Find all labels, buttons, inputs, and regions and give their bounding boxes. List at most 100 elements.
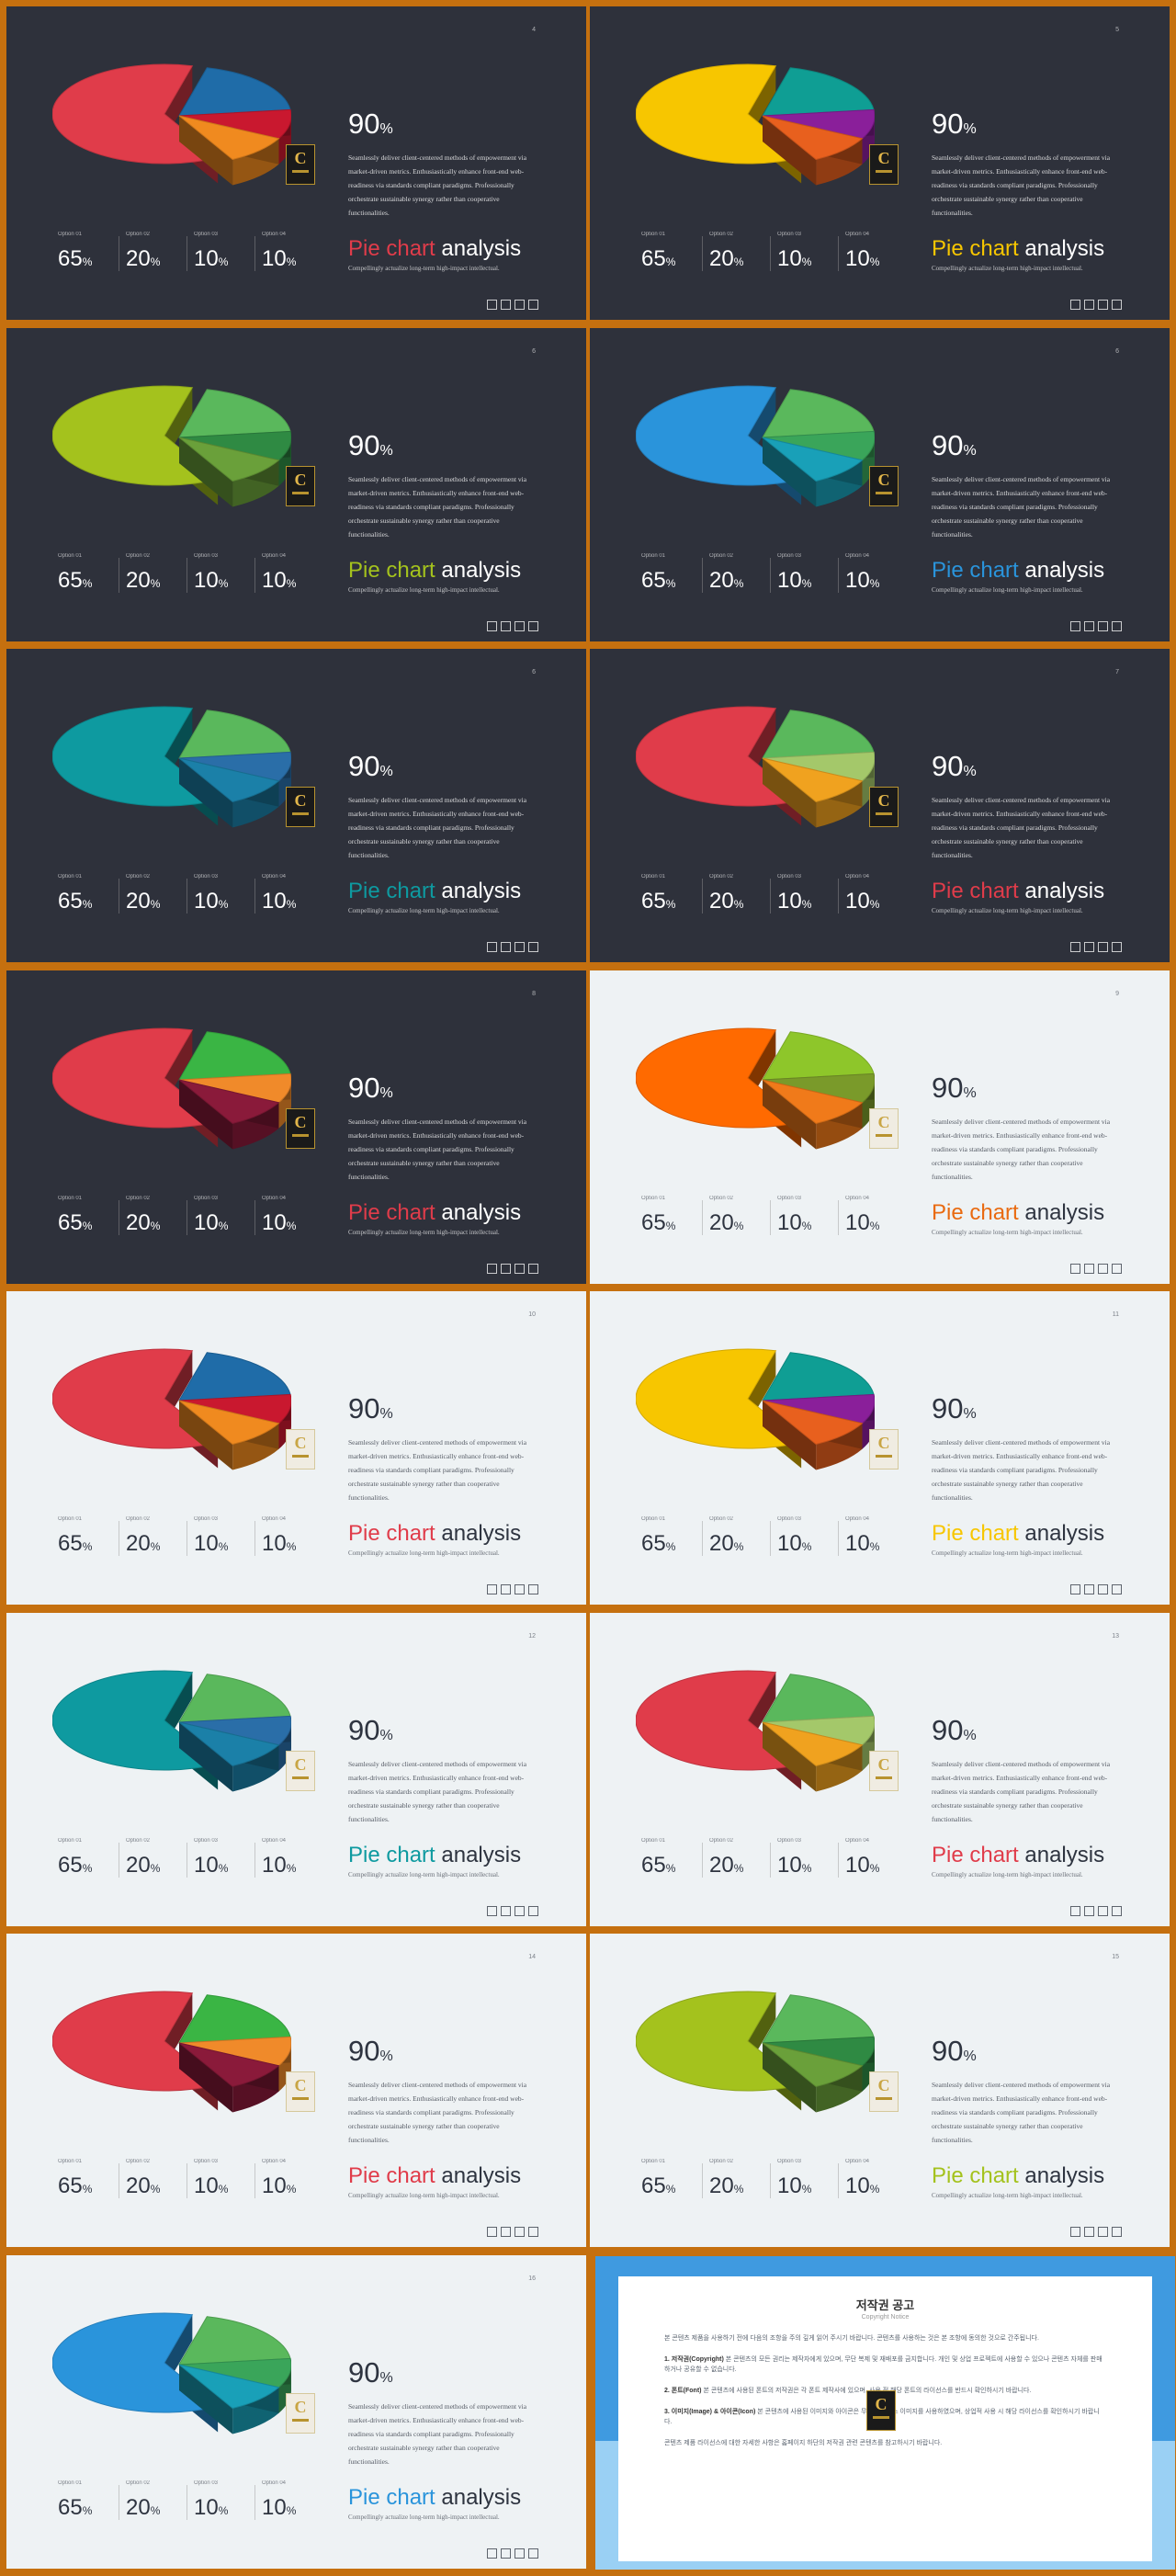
linkedin-icon[interactable] [514, 2548, 525, 2559]
twitter-icon[interactable] [1084, 1906, 1094, 1916]
description: Seamlessly deliver client-centered metho… [932, 1760, 1111, 1823]
twitter-icon[interactable] [1084, 1584, 1094, 1594]
pie-slice-1 [636, 385, 803, 505]
option-divider [770, 1521, 771, 1556]
facebook-icon[interactable] [487, 2548, 497, 2559]
option-unit: % [733, 1540, 744, 1553]
linkedin-icon[interactable] [1098, 1264, 1108, 1274]
highlight-unit: % [963, 1728, 977, 1743]
instagram-icon[interactable] [1112, 2227, 1122, 2237]
twitter-icon[interactable] [501, 1264, 511, 1274]
instagram-icon[interactable] [528, 300, 538, 310]
twitter-icon[interactable] [1084, 1264, 1094, 1274]
option-divider [770, 2163, 771, 2198]
facebook-icon[interactable] [487, 1264, 497, 1274]
highlight-unit: % [379, 1406, 393, 1422]
facebook-icon[interactable] [1070, 621, 1080, 631]
option-unit: % [801, 2183, 812, 2196]
linkedin-icon[interactable] [514, 1264, 525, 1274]
twitter-icon[interactable] [1084, 2227, 1094, 2237]
options-row: Option 01 65% Option 02 20% Option 03 10% Opti… [641, 2159, 908, 2205]
option-number: 10 [262, 1210, 287, 1235]
linkedin-icon[interactable] [1098, 621, 1108, 631]
instagram-icon[interactable] [528, 1264, 538, 1274]
linkedin-icon[interactable] [1098, 1584, 1108, 1594]
facebook-icon[interactable] [487, 1906, 497, 1916]
instagram-icon[interactable] [528, 1584, 538, 1594]
instagram-icon[interactable] [1112, 621, 1122, 631]
facebook-icon[interactable] [487, 2227, 497, 2237]
linkedin-icon[interactable] [1098, 1906, 1108, 1916]
twitter-icon[interactable] [501, 621, 511, 631]
option-divider [702, 879, 703, 914]
option-divider [838, 879, 839, 914]
logo-letter: C [877, 2076, 890, 2094]
option-unit: % [218, 577, 229, 590]
title-accent: Pie chart [932, 879, 1019, 903]
title-accent: Pie chart [932, 1200, 1019, 1225]
option-value: 10% [845, 1531, 879, 1557]
facebook-icon[interactable] [1070, 300, 1080, 310]
instagram-icon[interactable] [1112, 942, 1122, 952]
instagram-icon[interactable] [528, 621, 538, 631]
twitter-icon[interactable] [501, 1906, 511, 1916]
instagram-icon[interactable] [1112, 300, 1122, 310]
linkedin-icon[interactable] [1098, 2227, 1108, 2237]
social-icons [487, 1584, 538, 1594]
option-2: Option 02 20% [702, 874, 772, 920]
options-row: Option 01 65% Option 02 20% Option 03 10% Opti… [641, 1516, 908, 1562]
highlight-value: 90% [932, 2035, 977, 2068]
slide-title: Pie chart analysis [348, 1843, 521, 1868]
option-divider [770, 236, 771, 271]
facebook-icon[interactable] [1070, 1906, 1080, 1916]
linkedin-icon[interactable] [514, 300, 525, 310]
instagram-icon[interactable] [1112, 1264, 1122, 1274]
linkedin-icon[interactable] [514, 942, 525, 952]
option-value: 10% [194, 889, 228, 914]
linkedin-icon[interactable] [514, 621, 525, 631]
facebook-icon[interactable] [1070, 942, 1080, 952]
instagram-icon[interactable] [528, 2227, 538, 2237]
twitter-icon[interactable] [1084, 942, 1094, 952]
logo: C [869, 144, 899, 185]
twitter-icon[interactable] [1084, 300, 1094, 310]
twitter-icon[interactable] [501, 2548, 511, 2559]
option-value: 10% [194, 568, 228, 594]
page-number: 4 [532, 27, 536, 33]
instagram-icon[interactable] [1112, 1906, 1122, 1916]
slide-7: 8 C 90% Seamlessly deliver client-centered … [6, 970, 586, 1284]
option-unit: % [218, 2183, 229, 2196]
linkedin-icon[interactable] [514, 1584, 525, 1594]
title-accent: Pie chart [348, 1200, 435, 1225]
facebook-icon[interactable] [487, 942, 497, 952]
option-label: Option 04 [845, 2159, 870, 2164]
description: Seamlessly deliver client-centered metho… [932, 2081, 1111, 2144]
twitter-icon[interactable] [501, 2227, 511, 2237]
linkedin-icon[interactable] [1098, 300, 1108, 310]
linkedin-icon[interactable] [514, 1906, 525, 1916]
facebook-icon[interactable] [487, 621, 497, 631]
linkedin-icon[interactable] [514, 2227, 525, 2237]
facebook-icon[interactable] [1070, 1264, 1080, 1274]
instagram-icon[interactable] [528, 1906, 538, 1916]
option-label: Option 04 [262, 553, 287, 559]
instagram-icon[interactable] [1112, 1584, 1122, 1594]
facebook-icon[interactable] [487, 300, 497, 310]
option-label: Option 03 [194, 874, 219, 879]
twitter-icon[interactable] [501, 942, 511, 952]
instagram-icon[interactable] [528, 2548, 538, 2559]
option-1: Option 01 65% [641, 553, 704, 599]
linkedin-icon[interactable] [1098, 942, 1108, 952]
facebook-icon[interactable] [1070, 2227, 1080, 2237]
option-number: 65 [58, 1531, 83, 1556]
instagram-icon[interactable] [528, 942, 538, 952]
facebook-icon[interactable] [487, 1584, 497, 1594]
logo-bar [292, 2097, 309, 2100]
twitter-icon[interactable] [501, 300, 511, 310]
option-divider [702, 1521, 703, 1556]
options-row: Option 01 65% Option 02 20% Option 03 10% Opti… [641, 553, 908, 599]
facebook-icon[interactable] [1070, 1584, 1080, 1594]
twitter-icon[interactable] [1084, 621, 1094, 631]
option-unit: % [801, 898, 812, 911]
twitter-icon[interactable] [501, 1584, 511, 1594]
